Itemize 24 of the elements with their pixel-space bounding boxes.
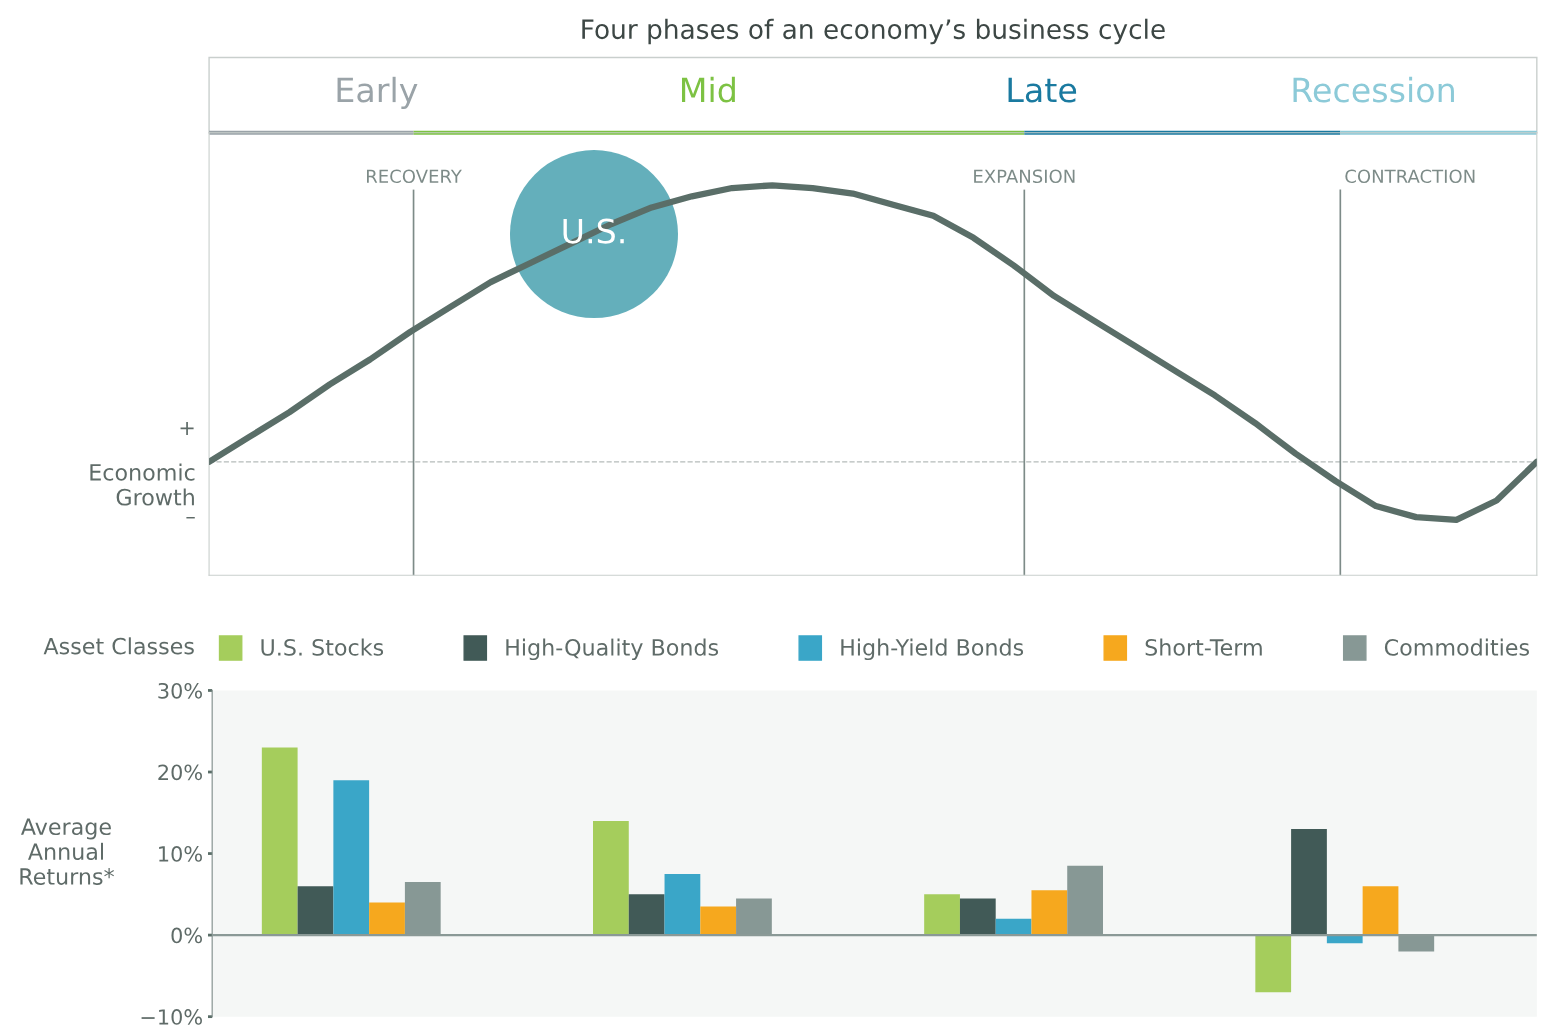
text: EXPANSION	[974, 169, 1075, 184]
annotation: U.S.	[563, 218, 624, 244]
y-tick-label: −10%	[141, 1009, 202, 1025]
text: +	[180, 421, 194, 435]
y-axis-title: Economic Growth	[90, 463, 195, 506]
text: Recession	[1293, 76, 1454, 103]
y-axis-title: Average Annual Returns*	[20, 818, 114, 885]
y-tick-label: 0%	[171, 927, 202, 944]
text: CONTRACTION	[1345, 169, 1475, 184]
legend-label: Short-Term	[1145, 638, 1262, 656]
text: Early	[337, 76, 418, 110]
y-tick-label: 30%	[158, 682, 202, 699]
legend-label: High-Quality Bonds	[506, 638, 719, 661]
legend-label: Commodities	[1384, 638, 1529, 656]
text: Late	[1008, 77, 1077, 103]
legend-label: U.S. Stocks	[261, 638, 384, 656]
text: RECOVERY	[367, 169, 462, 184]
text: Mid	[681, 76, 735, 103]
legend-title: Asset Classes	[43, 637, 194, 655]
y-tick-label: 10%	[159, 846, 202, 862]
legend-label: High-Yield Bonds	[841, 638, 1024, 661]
y-tick-label: 20%	[158, 764, 202, 781]
text: –	[186, 517, 195, 519]
chart-title: Four phases of an economy’s business cycle	[582, 18, 1165, 45]
